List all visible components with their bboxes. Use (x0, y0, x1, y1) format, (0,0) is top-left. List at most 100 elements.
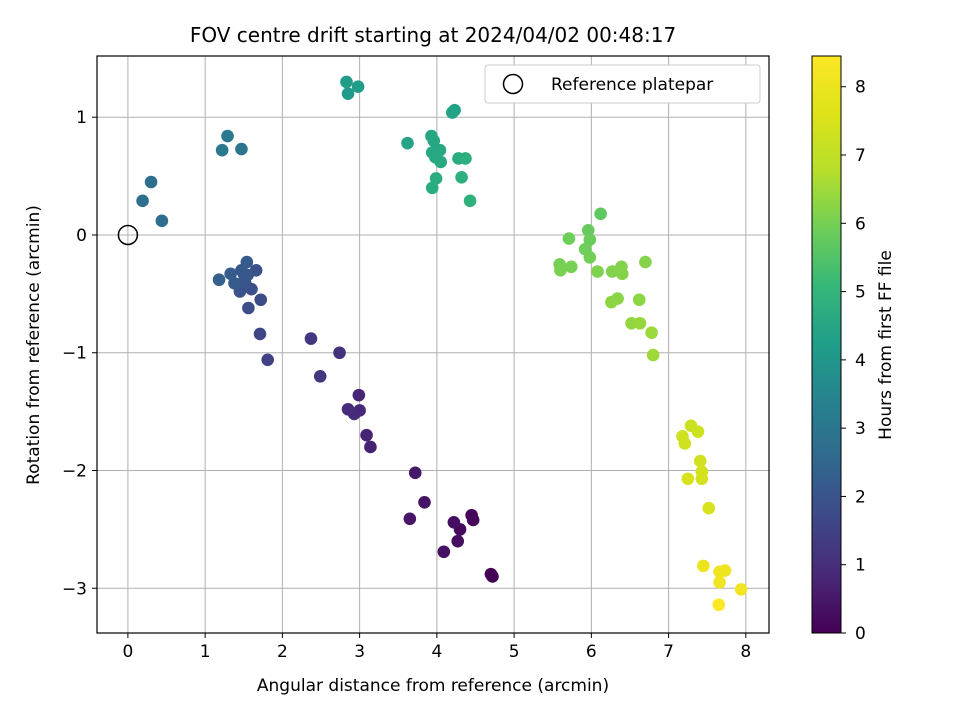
data-point (364, 440, 377, 454)
data-point (341, 87, 355, 100)
data-point (734, 583, 748, 596)
x-axis-ticks: 0 1 2 3 4 5 6 7 8 (122, 633, 751, 662)
data-point (144, 175, 158, 189)
reference-platepar-marker (117, 224, 139, 246)
data-point (693, 454, 707, 468)
x-tick-label: 6 (586, 642, 597, 662)
reference-marker-group (117, 224, 139, 246)
data-point (645, 326, 658, 340)
colorbar-label: Hours from first FF file (876, 250, 896, 440)
colorbar-ticks: 0 1 2 3 4 5 6 7 8 (841, 78, 866, 644)
colorbar-tick-label: 3 (855, 419, 866, 439)
data-point (695, 472, 709, 486)
legend: Reference platepar (484, 64, 761, 104)
data-point (681, 472, 695, 486)
data-point (713, 576, 726, 589)
x-tick-label: 7 (663, 642, 674, 662)
x-tick-label: 4 (431, 642, 442, 662)
data-point (228, 276, 241, 290)
data-point (697, 559, 710, 573)
data-point (333, 346, 346, 360)
data-point (425, 181, 439, 195)
data-point (554, 264, 567, 277)
colorbar-tick-label: 8 (855, 78, 866, 98)
colorbar-gradient (811, 55, 842, 634)
x-tick-label: 1 (200, 642, 211, 662)
data-point (241, 268, 254, 282)
grid-lines (97, 56, 769, 633)
x-axis-label: Angular distance from reference (arcmin) (257, 676, 609, 696)
x-tick-label: 5 (509, 642, 520, 662)
data-point (451, 534, 465, 548)
data-point (212, 273, 226, 287)
colorbar-tick-label: 0 (855, 624, 866, 644)
colorbar-tick-label: 4 (855, 351, 866, 371)
data-point (403, 512, 417, 526)
data-point (155, 214, 169, 228)
colorbar: 0 1 2 3 4 5 6 7 8 Hours from first FF file (811, 55, 896, 644)
x-tick-label: 8 (740, 642, 751, 662)
data-point (261, 353, 275, 367)
data-point (418, 495, 431, 509)
data-points (136, 75, 748, 612)
colorbar-tick-label: 7 (855, 146, 866, 166)
data-point (360, 428, 373, 442)
data-point (215, 143, 229, 157)
data-point (581, 223, 595, 237)
y-tick-label: −3 (62, 579, 87, 599)
y-axis-label: Rotation from reference (arcmin) (24, 205, 44, 485)
data-point (605, 265, 619, 278)
data-point (646, 348, 660, 362)
data-point (408, 466, 422, 480)
data-point (702, 501, 716, 515)
plot-frame (96, 55, 770, 634)
data-point (221, 129, 234, 143)
data-point (712, 598, 726, 612)
data-point (447, 516, 461, 529)
data-point (562, 232, 576, 245)
data-point (448, 103, 461, 117)
data-point (718, 564, 732, 577)
data-point (459, 152, 472, 165)
data-point (242, 301, 255, 315)
legend-box (484, 64, 761, 104)
data-point (455, 170, 468, 184)
legend-entry-reference: Reference platepar (551, 75, 713, 95)
data-point (633, 317, 647, 330)
legend-reference-marker (502, 73, 524, 95)
data-point (484, 567, 498, 581)
data-point (639, 255, 652, 269)
x-tick-label: 3 (354, 642, 365, 662)
data-point (691, 425, 705, 438)
data-point (340, 75, 353, 89)
data-point (427, 134, 441, 148)
data-point (437, 545, 451, 559)
data-point (313, 369, 327, 383)
data-point (564, 260, 578, 274)
x-tick-label: 0 (122, 642, 133, 662)
data-point (434, 155, 448, 169)
y-axis-ticks: −3 −2 −1 0 1 (62, 108, 97, 599)
data-point (341, 402, 355, 416)
y-tick-label: 0 (76, 226, 87, 246)
data-point (583, 233, 597, 246)
x-tick-label: 2 (277, 642, 288, 662)
data-point (304, 332, 318, 345)
colorbar-tick-label: 1 (855, 556, 866, 576)
data-point (240, 255, 254, 269)
data-point (583, 251, 597, 264)
data-point (605, 295, 618, 309)
data-point (253, 327, 267, 341)
data-point (224, 267, 237, 281)
data-point (463, 194, 477, 208)
colorbar-tick-label: 5 (855, 283, 866, 303)
plot-area: 0 1 2 3 4 5 6 7 8 −3 −2 −1 0 1 (62, 55, 770, 662)
data-point (352, 388, 366, 402)
data-point (615, 267, 629, 281)
y-tick-label: 1 (76, 108, 87, 128)
data-point (429, 172, 443, 185)
colorbar-tick-label: 2 (855, 487, 866, 507)
data-point (594, 207, 607, 221)
data-point (136, 194, 149, 208)
